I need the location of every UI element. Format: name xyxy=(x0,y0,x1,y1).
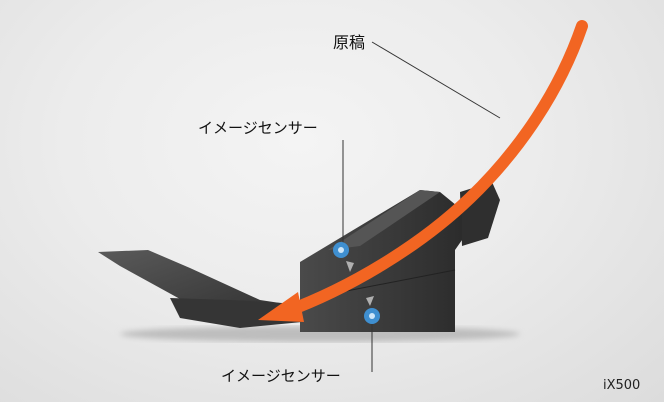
output-tray-lower xyxy=(170,298,302,328)
sensor-marker-bottom xyxy=(364,296,380,324)
label-image-sensor-top: イメージセンサー xyxy=(198,119,318,137)
label-document: 原稿 xyxy=(333,33,366,52)
paper-path-arrowhead xyxy=(258,292,304,322)
leader-document xyxy=(371,41,501,119)
sensor-marker-top xyxy=(333,242,354,272)
label-image-sensor-bottom: イメージセンサー xyxy=(221,367,341,385)
paper-path-arrow xyxy=(279,20,588,318)
scanner-top-face xyxy=(328,190,440,250)
label-model: iX500 xyxy=(603,378,641,393)
